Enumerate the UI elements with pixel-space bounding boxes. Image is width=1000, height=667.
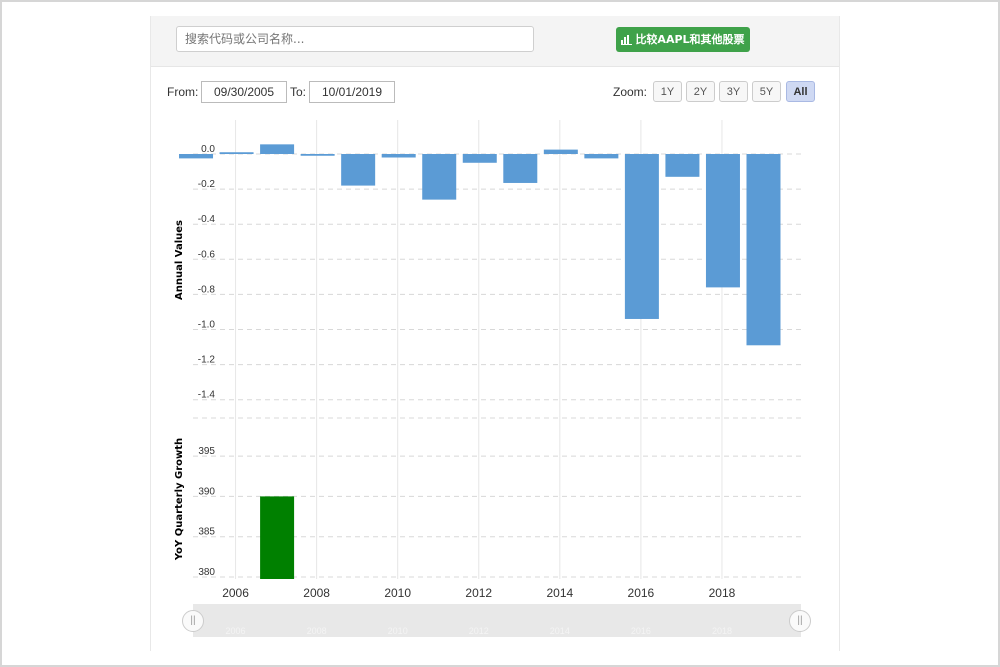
annual-value-bar — [179, 154, 214, 159]
search-input[interactable] — [176, 26, 534, 52]
navigator-label: 2016 — [631, 626, 651, 636]
y-tick-label: 390 — [198, 486, 215, 497]
compare-button[interactable]: 比较AAPL和其他股票 — [616, 27, 750, 52]
navigator-label: 2018 — [712, 626, 732, 636]
to-date-input[interactable]: 10/01/2019 — [309, 81, 395, 103]
top-toolbar: 比较AAPL和其他股票 — [151, 16, 839, 67]
zoom-1y-button[interactable]: 1Y — [653, 81, 682, 102]
bar-chart-icon — [621, 35, 633, 45]
annual-value-bar — [341, 154, 376, 186]
annual-value-bar — [381, 154, 416, 158]
navigator-left-handle[interactable]: || — [182, 610, 204, 632]
y-tick-label: -1.2 — [198, 355, 216, 366]
compare-button-label: 比较AAPL和其他股票 — [635, 33, 745, 46]
growth-bar — [260, 496, 295, 579]
annual-value-bar — [503, 154, 538, 183]
y-tick-label: 0.0 — [201, 144, 215, 155]
annual-value-bar — [219, 152, 254, 154]
y-tick-label: 380 — [198, 567, 215, 578]
x-tick-label: 2008 — [303, 586, 330, 600]
y-tick-label: -1.4 — [198, 390, 216, 401]
y-tick-label: 395 — [198, 446, 215, 457]
y-tick-label: -0.6 — [198, 249, 216, 260]
x-tick-label: 2012 — [465, 586, 492, 600]
x-tick-label: 2006 — [222, 586, 249, 600]
y-tick-label: -0.8 — [198, 284, 216, 295]
navigator-label: 2014 — [550, 626, 570, 636]
navigator-strip — [193, 604, 801, 637]
zoom-2y-button[interactable]: 2Y — [686, 81, 715, 102]
zoom-3y-button[interactable]: 3Y — [719, 81, 748, 102]
annual-value-bar — [705, 154, 740, 288]
y-tick-label: -0.4 — [198, 214, 216, 225]
annual-value-bar — [300, 154, 335, 156]
y-axis-title: YoY Quarterly Growth — [174, 438, 185, 561]
zoom-label: Zoom: — [613, 85, 648, 99]
chart-svg: 0.0 -0.2 -0.4 -0.6 -0.8 -1.0 -1.2 -1.4 Annual Va… — [174, 120, 801, 637]
x-tick-label: 2010 — [384, 586, 411, 600]
annual-value-bar — [260, 144, 295, 154]
y-axis-title: Annual Values — [174, 220, 185, 300]
annual-value-bar — [422, 154, 457, 200]
x-tick-label: 2014 — [546, 586, 573, 600]
y-tick-label: -0.2 — [198, 179, 216, 190]
x-tick-label: 2016 — [628, 586, 655, 600]
from-date-input[interactable]: 09/30/2005 — [201, 81, 287, 103]
navigator-right-handle[interactable]: || — [789, 610, 811, 632]
from-label: From: — [167, 85, 199, 99]
annual-value-bar — [543, 149, 578, 154]
y-tick-label: -1.0 — [198, 320, 216, 331]
chart-panel: 比较AAPL和其他股票 From: 09/30/2005 To: 10/01/2… — [150, 16, 840, 651]
annual-value-bar — [665, 154, 700, 177]
annual-value-bar — [746, 154, 781, 346]
x-tick-label: 2018 — [709, 586, 736, 600]
annual-value-bar — [584, 154, 619, 159]
zoom-all-button[interactable]: All — [786, 81, 815, 102]
y-tick-label: 385 — [198, 527, 215, 538]
navigator-label: 2012 — [469, 626, 489, 636]
navigator-label: 2010 — [388, 626, 408, 636]
zoom-5y-button[interactable]: 5Y — [752, 81, 781, 102]
navigator-label: 2006 — [226, 626, 246, 636]
annual-value-bar — [462, 154, 497, 163]
to-label: To: — [290, 85, 307, 99]
navigator-label: 2008 — [307, 626, 327, 636]
annual-value-bar — [624, 154, 659, 319]
